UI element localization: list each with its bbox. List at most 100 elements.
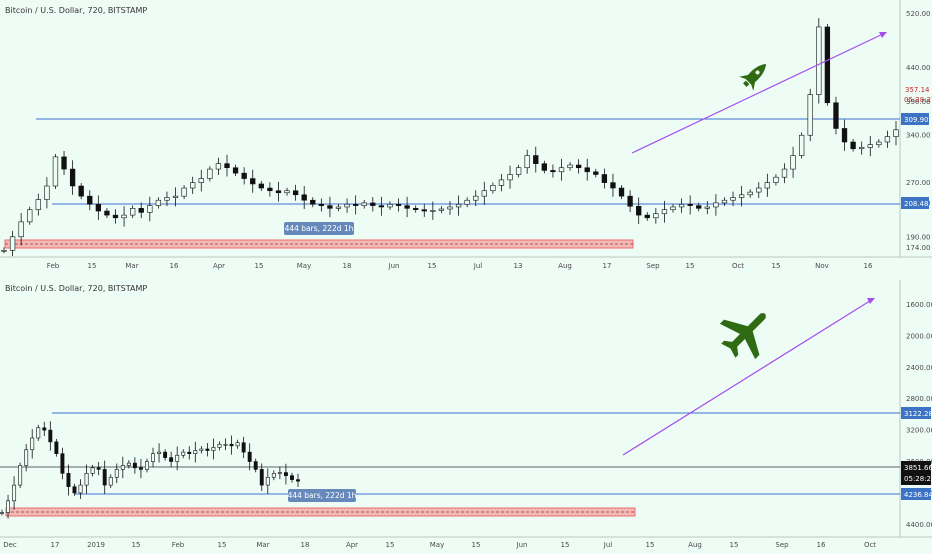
top-range-box[interactable] bbox=[4, 239, 634, 249]
bottom-trend-arrow-head bbox=[867, 298, 875, 304]
top-trend-arrow-head bbox=[879, 32, 887, 38]
bottom-x-tick-label: Mar bbox=[256, 541, 269, 549]
bottom-candle bbox=[24, 443, 29, 472]
bottom-pane[interactable]: Bitcoin / U.S. Dollar, 720, BITSTAMP 160… bbox=[0, 280, 932, 549]
top-candle bbox=[44, 177, 50, 209]
bottom-y-tick-label: 1600.00 bbox=[906, 301, 932, 309]
top-x-tick-label: Apr bbox=[213, 262, 225, 270]
top-candle bbox=[738, 185, 745, 207]
bottom-candle bbox=[102, 460, 107, 494]
bottom-x-tick-label: Feb bbox=[172, 541, 185, 549]
bottom-candle bbox=[120, 456, 125, 479]
top-candle bbox=[138, 202, 144, 219]
bottom-candle bbox=[151, 447, 155, 468]
top-pane[interactable]: Bitcoin / U.S. Dollar, 720, BITSTAMP 520… bbox=[0, 0, 932, 270]
top-candle bbox=[610, 173, 616, 197]
bottom-x-tick-label: 15 bbox=[132, 541, 141, 549]
top-candle bbox=[713, 194, 719, 216]
top-candle bbox=[258, 181, 264, 191]
bottom-range-box[interactable] bbox=[5, 507, 636, 517]
top-candle bbox=[78, 183, 84, 200]
top-trend-arrow[interactable] bbox=[631, 32, 886, 154]
top-candle bbox=[35, 193, 41, 216]
top-candle bbox=[567, 162, 573, 171]
top-candle bbox=[275, 181, 282, 202]
top-x-tick-label: 17 bbox=[603, 262, 612, 270]
bottom-candle bbox=[145, 458, 149, 473]
bottom-candles bbox=[0, 421, 300, 519]
top-candle bbox=[687, 195, 693, 215]
top-candle bbox=[756, 182, 762, 198]
top-candle bbox=[876, 139, 882, 148]
bottom-x-tick-label: Jul bbox=[603, 541, 613, 549]
rocket-icon bbox=[739, 63, 767, 91]
bottom-candle bbox=[205, 443, 210, 457]
bottom-measure-label-text: 444 bars, 222d 1h bbox=[288, 491, 357, 500]
top-chart-title: Bitcoin / U.S. Dollar, 720, BITSTAMP bbox=[5, 6, 147, 15]
bottom-candle bbox=[223, 438, 228, 451]
top-y-tick-label: 340.00 bbox=[906, 132, 931, 140]
bottom-last-price-box bbox=[901, 461, 931, 485]
bottom-candle bbox=[187, 446, 192, 460]
top-x-tick-label: 15 bbox=[255, 262, 264, 270]
top-candle bbox=[661, 200, 668, 223]
bottom-candle bbox=[0, 509, 4, 516]
bottom-level-label-low[interactable]: 4236.84 bbox=[901, 488, 932, 500]
top-level-label-high[interactable]: 309.90 bbox=[901, 113, 929, 125]
bottom-trend-arrow[interactable] bbox=[622, 298, 874, 456]
top-candle bbox=[798, 132, 805, 159]
bottom-y-tick-label: 3200.00 bbox=[906, 427, 932, 435]
bottom-candle bbox=[241, 436, 246, 458]
top-candle bbox=[61, 151, 67, 175]
top-x-tick-label: 15 bbox=[428, 262, 437, 270]
top-candle bbox=[318, 198, 325, 212]
bottom-candle bbox=[217, 441, 222, 451]
top-measure-label[interactable]: 444 bars, 222d 1h bbox=[284, 222, 354, 235]
top-candle bbox=[215, 157, 222, 175]
bottom-candle bbox=[12, 476, 17, 510]
top-x-tick-label: 15 bbox=[686, 262, 695, 270]
bottom-chart-title: Bitcoin / U.S. Dollar, 720, BITSTAMP bbox=[5, 284, 147, 293]
top-time-axis[interactable]: Feb 15 Mar 16 Apr 15 May 18 Jun 15 Jul 13 Aug 17 Sep 15… bbox=[47, 262, 873, 270]
top-candle bbox=[867, 135, 873, 157]
top-candle bbox=[438, 206, 445, 214]
top-candle bbox=[833, 96, 839, 135]
top-level-label-low[interactable]: 208.48 bbox=[901, 197, 929, 209]
top-candle bbox=[370, 197, 376, 212]
bottom-candle bbox=[283, 463, 288, 485]
bottom-candle bbox=[193, 441, 198, 463]
top-x-tick-label: Jul bbox=[473, 262, 483, 270]
bottom-x-tick-label: 17 bbox=[51, 541, 60, 549]
top-x-tick-label: Mar bbox=[125, 262, 138, 270]
bottom-candle bbox=[138, 459, 143, 479]
bottom-candle bbox=[132, 457, 137, 474]
bottom-time-axis[interactable]: Dec 17 2019 15 Feb 15 Mar 18 Apr 15 May 15 Jun 15 Jul 1… bbox=[3, 541, 876, 549]
top-x-tick-label: 18 bbox=[343, 262, 352, 270]
bottom-x-tick-label: Jun bbox=[516, 541, 528, 549]
top-x-tick-label: Jun bbox=[388, 262, 400, 270]
top-candle bbox=[430, 201, 436, 220]
bottom-last-price-label[interactable]: 3851.66 05:28:27 bbox=[901, 461, 932, 485]
bottom-x-tick-label: 15 bbox=[646, 541, 655, 549]
top-candle bbox=[301, 185, 307, 210]
top-countdown: 05:28:27 bbox=[904, 96, 932, 104]
top-candle bbox=[190, 176, 196, 194]
top-candle bbox=[361, 199, 367, 209]
bottom-measure-label[interactable]: 444 bars, 222d 1h bbox=[288, 489, 357, 502]
top-y-tick-label: 390.00 bbox=[906, 98, 931, 106]
top-candle bbox=[618, 185, 625, 200]
top-candle bbox=[455, 195, 462, 216]
bottom-candle bbox=[36, 424, 41, 441]
top-candle bbox=[859, 141, 865, 155]
bottom-candle bbox=[42, 421, 47, 437]
top-y-tick-label: 190.00 bbox=[906, 233, 931, 241]
top-x-tick-label: Sep bbox=[646, 262, 660, 270]
bottom-x-tick-label: 15 bbox=[561, 541, 570, 549]
bottom-candle bbox=[108, 474, 113, 489]
bottom-level-label-high[interactable]: 3122.28 bbox=[901, 407, 932, 419]
bottom-y-tick-label: 2400.00 bbox=[906, 364, 932, 372]
top-candle bbox=[764, 173, 771, 197]
